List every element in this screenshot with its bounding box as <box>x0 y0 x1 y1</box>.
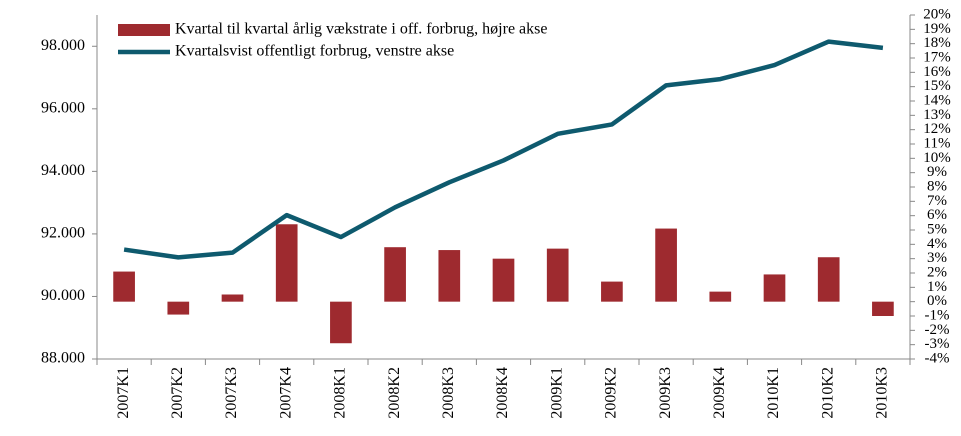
y-tick-label: 98.000 <box>41 37 85 54</box>
x-tick-label: 2007K4 <box>277 367 294 419</box>
x-tick-label: 2009K4 <box>711 367 728 419</box>
x-tick-label: 2008K2 <box>386 367 403 419</box>
y2-tick-label: -3% <box>925 336 950 352</box>
y-tick-label: 96.000 <box>41 99 85 116</box>
x-tick-label: 2008K4 <box>494 367 511 419</box>
y2-tick-label: 6% <box>927 207 947 223</box>
y2-tick-label: 1% <box>927 279 947 295</box>
x-tick-label: 2009K3 <box>657 367 674 419</box>
line <box>123 39 884 260</box>
bar <box>113 271 135 302</box>
y2-tick-label: 0% <box>927 293 947 309</box>
y2-tick-label: -2% <box>925 322 950 338</box>
y2-tick-label: 2% <box>927 264 947 280</box>
x-tick-label: 2008K3 <box>440 367 457 419</box>
y2-tick-label: 13% <box>923 107 951 123</box>
y2-tick-label: 9% <box>927 164 947 180</box>
y-tick-label: 92.000 <box>41 225 85 242</box>
bar <box>221 294 244 302</box>
y2-tick-label: 14% <box>923 92 951 108</box>
bar <box>167 301 190 315</box>
y2-tick-label: 4% <box>927 236 947 252</box>
legend-label: Kvartalsvist offentligt forbrug, venstre… <box>175 43 454 60</box>
x-tick-label: 2010K3 <box>874 367 891 419</box>
y2-tick-label: 20% <box>923 6 951 22</box>
y2-tick-label: 11% <box>924 135 951 151</box>
legend-swatch <box>118 24 170 36</box>
x-tick-label: 2007K1 <box>115 367 132 419</box>
bar <box>330 301 352 344</box>
bar <box>872 301 894 316</box>
x-tick-label: 2007K2 <box>169 367 186 419</box>
bar <box>384 247 406 302</box>
y2-tick-label: 5% <box>927 221 947 237</box>
x-tick-label: 2007K3 <box>223 367 240 419</box>
y-tick-label: 90.000 <box>41 287 85 304</box>
y2-tick-label: 3% <box>927 250 947 266</box>
y2-tick-label: 8% <box>927 178 947 194</box>
x-tick-label: 2010K1 <box>765 367 782 419</box>
y2-tick-label: 12% <box>923 121 951 137</box>
bar <box>817 257 840 302</box>
y2-tick-label: -1% <box>925 307 950 323</box>
bar <box>601 281 623 302</box>
bar <box>655 228 677 302</box>
y2-tick-label: 17% <box>923 49 951 65</box>
bar <box>709 291 732 302</box>
y-tick-label: 94.000 <box>41 162 85 179</box>
y2-tick-label: 7% <box>927 193 947 209</box>
y2-tick-label: -4% <box>925 350 950 366</box>
y-tick-label: 88.000 <box>41 350 85 367</box>
y2-tick-label: 16% <box>923 64 951 80</box>
bar <box>492 258 515 302</box>
bar <box>275 224 298 302</box>
x-tick-label: 2009K2 <box>603 367 620 419</box>
y2-tick-label: 10% <box>923 150 951 166</box>
bar <box>763 274 786 302</box>
x-tick-label: 2008K1 <box>332 367 349 419</box>
y2-tick-label: 19% <box>923 21 951 37</box>
y2-tick-label: 18% <box>923 35 951 51</box>
x-tick-label: 2009K1 <box>548 367 565 419</box>
y2-tick-label: 15% <box>923 78 951 94</box>
bar <box>438 250 461 302</box>
bar <box>546 248 569 302</box>
x-tick-label: 2010K2 <box>819 367 836 419</box>
legend-label: Kvartal til kvartal årlig vækstrate i of… <box>175 21 547 38</box>
